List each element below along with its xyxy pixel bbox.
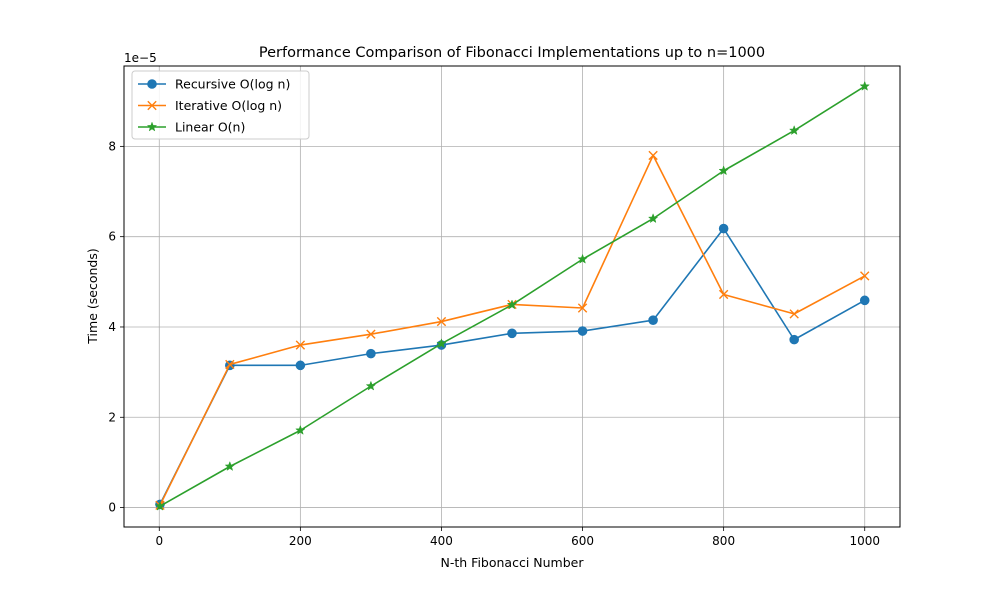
data-point	[577, 326, 588, 336]
data-point	[507, 328, 517, 339]
data-point	[506, 299, 518, 310]
x-tick-label: 800	[712, 534, 735, 548]
legend: Recursive O(log n) Iterative O(log n) Line…	[131, 70, 310, 140]
y-tick-label: 6	[108, 230, 116, 244]
y-tick-label: 2	[108, 410, 116, 424]
marker-stroke	[577, 303, 588, 313]
legend-label: Recursive O(log n)	[175, 77, 290, 92]
marker-stroke	[366, 329, 376, 339]
marker-stroke	[147, 100, 157, 111]
data-point	[436, 316, 447, 327]
legend-marker	[147, 79, 157, 89]
data-point	[718, 165, 729, 176]
y-offset-text: 1e−5	[124, 51, 157, 65]
x-tick-label: 400	[430, 534, 453, 548]
data-point	[366, 329, 376, 339]
marker-stroke	[718, 289, 729, 300]
marker-stroke	[295, 340, 306, 350]
chart-title: Performance Comparison of Fibonacci Impl…	[259, 45, 765, 61]
data-point	[789, 309, 799, 319]
data-point	[577, 303, 588, 313]
legend-label: Linear O(n)	[175, 120, 245, 135]
legend-marker	[146, 121, 158, 132]
legend-marker	[147, 100, 157, 111]
data-point	[436, 338, 447, 349]
data-point	[365, 380, 377, 391]
data-point	[224, 460, 236, 471]
data-point	[366, 348, 376, 359]
data-point	[648, 315, 658, 326]
data-point	[859, 80, 870, 91]
marker-stroke	[225, 359, 235, 370]
marker-stroke	[789, 309, 799, 319]
series-2	[154, 80, 870, 511]
y-axis-label: Time (seconds)	[85, 248, 100, 344]
data-point	[860, 271, 870, 281]
y-tick-label: 8	[108, 139, 116, 153]
marker-stroke	[436, 316, 447, 327]
data-point	[648, 150, 658, 161]
x-axis-label: N-th Fibonacci Number	[441, 555, 585, 570]
data-point	[295, 360, 306, 371]
data-point	[295, 424, 306, 435]
plot-area-frame	[123, 65, 901, 528]
data-point	[647, 213, 659, 224]
x-tick-label: 600	[571, 534, 594, 548]
x-tick-label: 0	[155, 534, 163, 548]
legend-entry-1: Iterative O(log n)	[138, 98, 282, 113]
data-point	[295, 340, 306, 350]
data-point	[788, 125, 800, 136]
plot-series	[154, 80, 870, 511]
legend-box	[131, 70, 310, 140]
data-point	[154, 500, 166, 511]
data-point	[577, 253, 588, 264]
y-tick-label: 4	[108, 320, 116, 334]
data-point	[225, 359, 235, 370]
grid	[124, 66, 900, 527]
legend-entry-2: Linear O(n)	[138, 120, 245, 135]
data-point	[859, 295, 870, 306]
marker-stroke	[860, 271, 870, 281]
marker-stroke	[648, 150, 658, 161]
axis-ticks: 0 200 400 600 800 1000 0 2 4 6 8	[108, 139, 880, 548]
x-tick-label: 1000	[849, 534, 880, 548]
y-tick-label: 0	[108, 501, 116, 515]
data-point	[718, 223, 729, 234]
x-tick-label: 200	[289, 534, 312, 548]
legend-label: Iterative O(log n)	[175, 98, 282, 113]
legend-entry-0: Recursive O(log n)	[138, 77, 290, 92]
data-point	[789, 334, 799, 345]
data-point	[718, 289, 729, 300]
